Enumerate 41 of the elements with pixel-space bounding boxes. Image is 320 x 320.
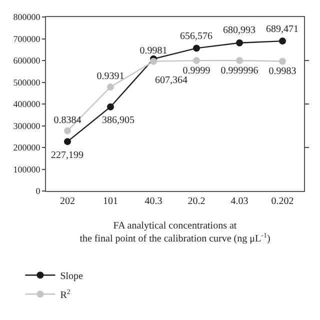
y-tick-label: 400000 — [13, 99, 41, 110]
point — [279, 58, 286, 65]
point — [236, 57, 243, 64]
y-tick-label: 800000 — [13, 12, 41, 22]
x-tick-label: 4.03 — [230, 196, 248, 207]
point — [64, 127, 71, 134]
data-label: 680,993 — [223, 25, 256, 36]
legend-label: Slope — [60, 271, 84, 282]
data-label: 656,576 — [180, 31, 212, 42]
y-tick-label: 0 — [36, 186, 41, 196]
y-tick-label: 700000 — [13, 34, 41, 44]
y-tick-label: 600000 — [13, 56, 41, 66]
legend-label: R$^{2}$ — [60, 288, 71, 301]
point — [107, 103, 114, 110]
y-tick-label: 500000 — [13, 77, 41, 88]
x-tick-label: 202 — [60, 196, 75, 207]
point — [150, 58, 157, 65]
x-tick-label: 101 — [103, 196, 118, 207]
y-tick-label: 300000 — [13, 120, 41, 131]
x-tick-label: 40.3 — [144, 196, 162, 207]
x-axis-title: FA analytical concentrations at the final point of the calibration curve (ng μL$^{-1}$) — [80, 220, 270, 244]
data-label: 0.9391 — [96, 71, 124, 82]
data-label: 0.9999 — [182, 65, 210, 76]
point — [64, 138, 71, 146]
point — [107, 83, 114, 90]
data-label: 0.9983 — [268, 66, 296, 78]
y-tick-label: 200000 — [13, 142, 41, 153]
point — [279, 38, 286, 45]
point — [236, 39, 243, 46]
data-label: 227,199 — [51, 150, 84, 161]
data-label: 0.9981 — [140, 45, 168, 56]
data-label: 607,364 — [155, 75, 188, 86]
point — [193, 44, 200, 52]
point — [193, 57, 200, 64]
y-tick-label: 100000 — [13, 164, 41, 174]
data-label: 0.8384 — [54, 114, 82, 126]
data-label: 386,905 — [102, 115, 134, 126]
data-label: 689,471 — [266, 24, 298, 35]
x-tick-label: 20.2 — [188, 196, 206, 207]
data-label: 0.999996 — [220, 65, 258, 76]
x-tick-label: 0.202 — [271, 196, 294, 207]
